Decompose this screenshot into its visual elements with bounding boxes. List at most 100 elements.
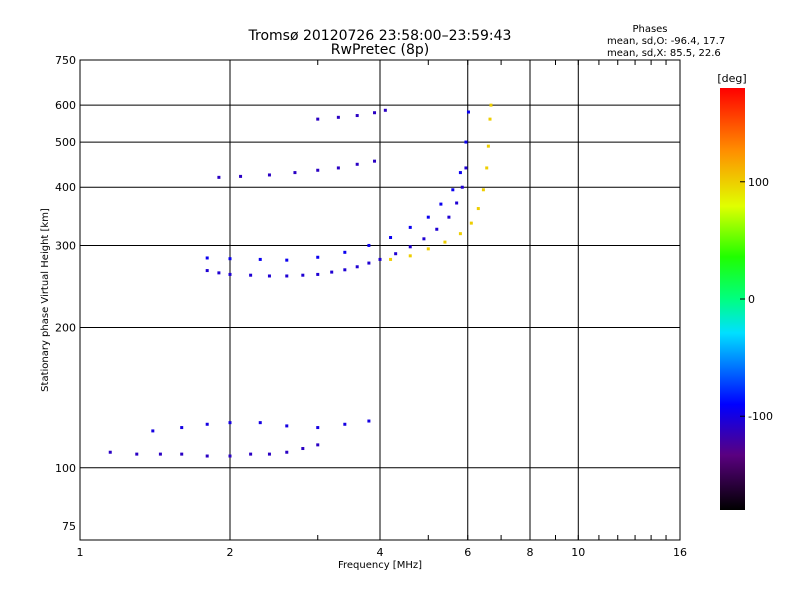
- data-point: [316, 443, 320, 447]
- data-point: [373, 111, 377, 115]
- data-point: [249, 273, 253, 277]
- data-point: [378, 257, 382, 261]
- x-tick-label: 1: [77, 546, 84, 559]
- data-point: [180, 426, 184, 430]
- x-tick-label: 4: [377, 546, 384, 559]
- data-point: [460, 185, 464, 189]
- data-point: [373, 159, 377, 163]
- data-point: [228, 454, 232, 458]
- data-point: [205, 256, 209, 260]
- stats-line-x: mean, sd,X: 85.5, 22.6: [607, 48, 721, 59]
- data-point: [336, 166, 340, 170]
- data-point: [485, 166, 489, 170]
- data-point: [205, 454, 209, 458]
- y-tick-label: 200: [55, 322, 76, 335]
- data-point: [301, 447, 305, 451]
- data-point: [343, 250, 347, 254]
- data-point: [267, 274, 271, 278]
- data-point: [486, 144, 490, 148]
- data-point: [451, 188, 455, 192]
- data-point: [394, 252, 398, 256]
- data-point: [228, 257, 232, 261]
- y-tick-label: 300: [55, 239, 76, 252]
- colorbar-label: [deg]: [717, 72, 746, 85]
- data-point: [205, 269, 209, 273]
- data-point: [367, 261, 371, 265]
- colorbar-tick-label: -100: [748, 410, 773, 423]
- data-point: [383, 108, 387, 112]
- data-point: [343, 268, 347, 272]
- data-point: [316, 117, 320, 121]
- data-point: [489, 103, 493, 107]
- data-point: [464, 166, 468, 170]
- data-point: [426, 247, 430, 251]
- chart-subtitle: RwPretec (8p): [331, 42, 429, 58]
- x-tick-label: 16: [673, 546, 687, 559]
- data-point: [408, 245, 412, 249]
- stats-heading: Phases: [632, 24, 667, 35]
- data-point: [158, 452, 162, 456]
- x-tick-label: 8: [527, 546, 534, 559]
- y-tick-label: 600: [55, 99, 76, 112]
- axis-ticks: 1 2 4 6 8 10 16 75 100 200 300 400 500 600 750: [55, 54, 687, 559]
- data-point: [343, 422, 347, 426]
- data-point: [426, 215, 430, 219]
- data-point: [458, 232, 462, 236]
- data-point: [293, 171, 297, 175]
- y-tick-label: 100: [55, 462, 76, 475]
- data-point: [435, 227, 439, 231]
- data-point: [355, 114, 359, 118]
- data-point: [447, 215, 451, 219]
- chart-title: Tromsø 20120726 23:58:00–23:59:43: [248, 28, 512, 44]
- data-point: [355, 265, 359, 269]
- data-point: [285, 450, 289, 454]
- data-point: [108, 450, 112, 454]
- y-axis-label: Stationary phase Virtual Height [km]: [40, 208, 51, 392]
- data-point: [476, 207, 480, 211]
- x-tick-label: 2: [227, 546, 234, 559]
- data-point: [228, 272, 232, 276]
- data-point: [458, 171, 462, 175]
- data-point: [408, 254, 412, 258]
- data-point: [285, 424, 289, 428]
- data-point: [466, 110, 470, 114]
- data-point: [408, 225, 412, 229]
- data-point: [135, 452, 139, 456]
- data-point: [488, 117, 492, 121]
- data-point: [336, 115, 340, 119]
- data-point: [217, 271, 221, 275]
- x-tick-label: 6: [464, 546, 471, 559]
- data-point: [422, 237, 426, 241]
- data-point: [464, 140, 468, 144]
- data-point: [180, 452, 184, 456]
- colorbar-ticks: 100 0 -100: [740, 176, 773, 423]
- grid-lines: [80, 60, 680, 540]
- data-point: [389, 236, 393, 240]
- data-point: [316, 272, 320, 276]
- data-point: [285, 258, 289, 262]
- stats-line-o: mean, sd,O: -96.4, 17.7: [607, 36, 725, 47]
- data-point: [267, 452, 271, 456]
- data-point: [443, 240, 447, 244]
- data-point: [267, 173, 271, 177]
- x-tick-label: 10: [571, 546, 585, 559]
- data-point: [205, 422, 209, 426]
- data-point: [217, 175, 221, 179]
- data-point: [301, 273, 305, 277]
- data-point: [258, 421, 262, 425]
- colorbar-tick-label: 100: [748, 176, 769, 189]
- colorbar-tick-label: 0: [748, 293, 755, 306]
- data-point: [355, 162, 359, 166]
- data-point: [316, 255, 320, 259]
- y-tick-label: 750: [55, 54, 76, 67]
- data-point: [367, 243, 371, 247]
- data-point: [367, 419, 371, 423]
- y-tick-label: 75: [62, 520, 76, 533]
- data-point: [151, 429, 155, 433]
- data-point: [316, 426, 320, 430]
- data-point: [330, 270, 334, 274]
- data-point: [316, 168, 320, 172]
- data-point: [249, 452, 253, 456]
- data-point: [481, 188, 485, 192]
